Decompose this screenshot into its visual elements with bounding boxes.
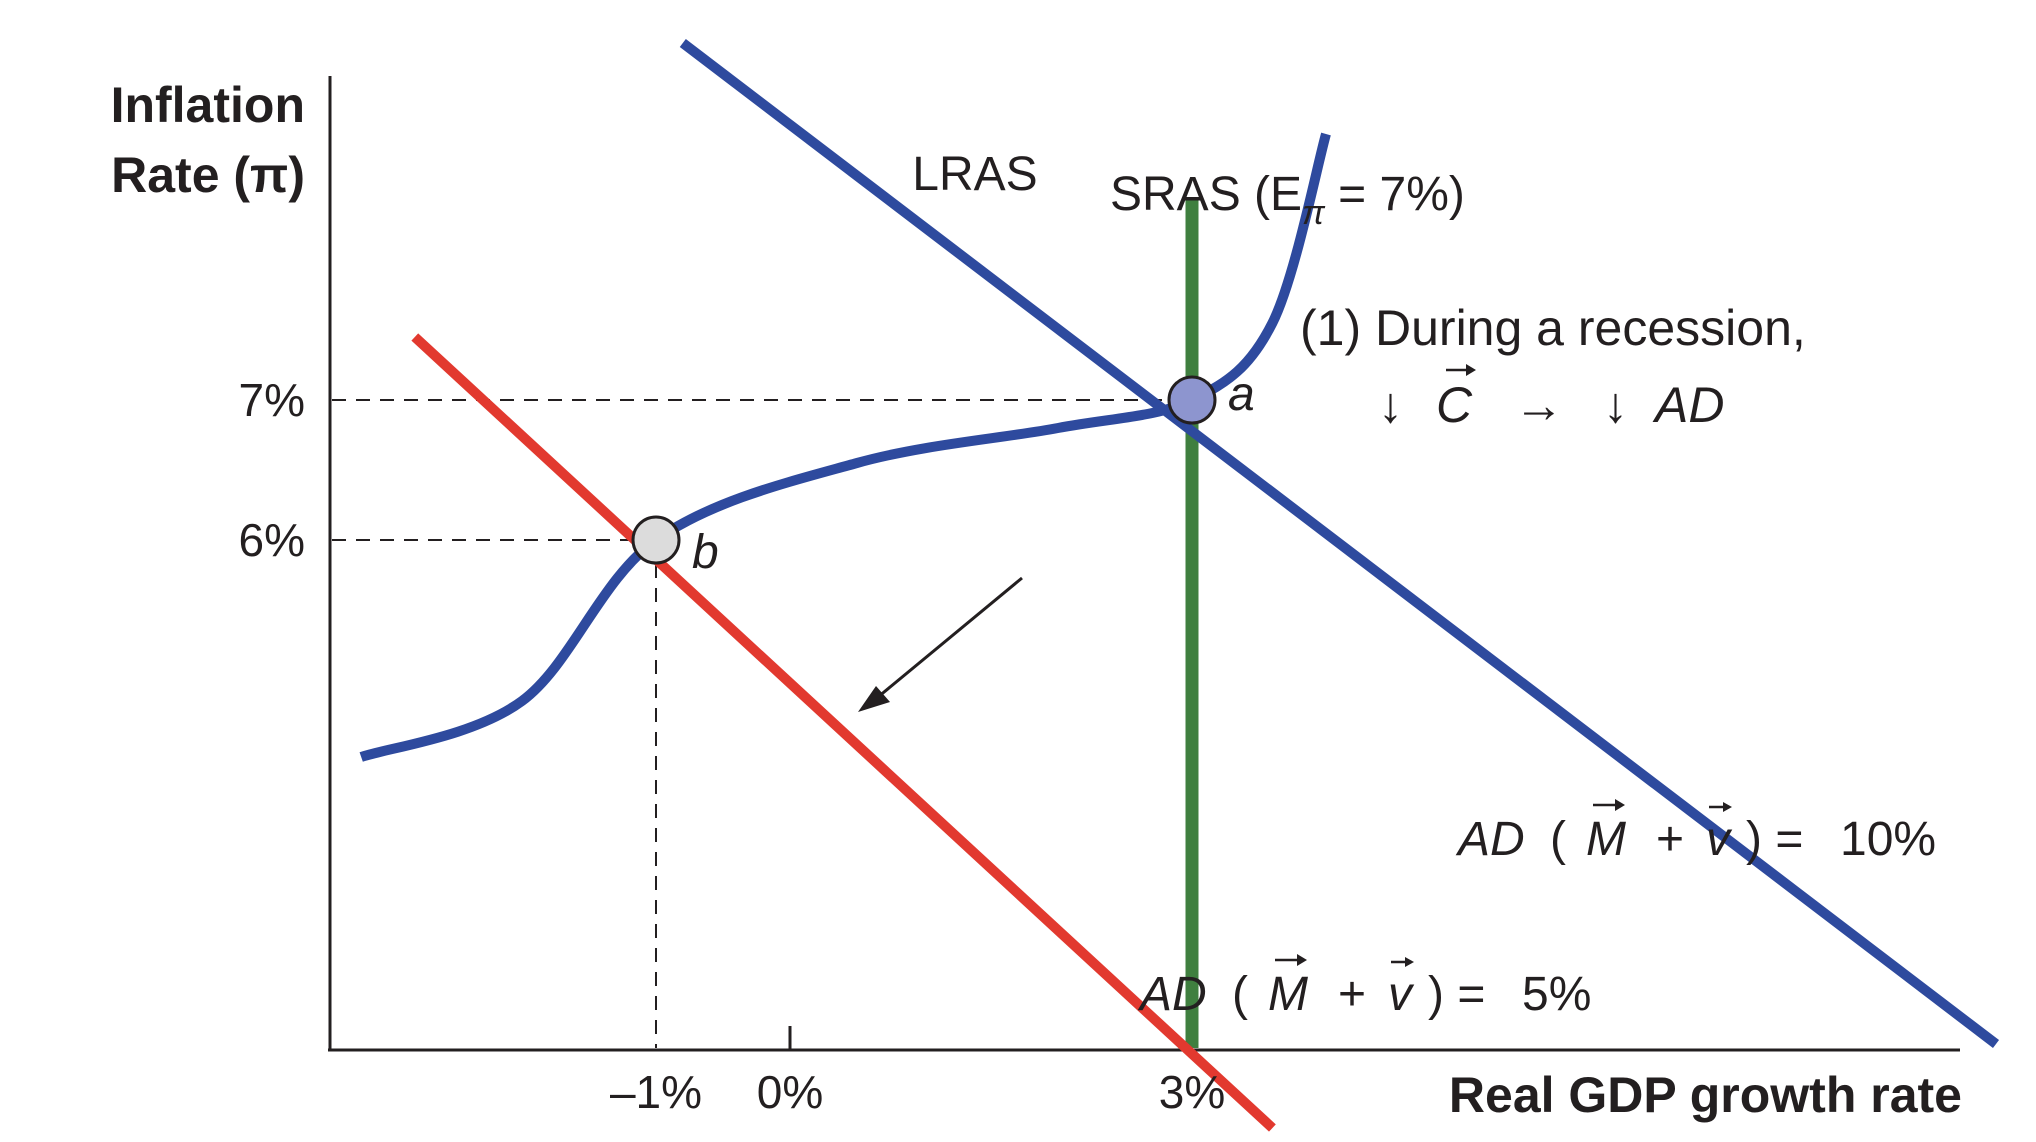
ad-10-line [679, 39, 2000, 1048]
ad-5-line [411, 333, 1276, 1132]
point-label-b: b [692, 526, 719, 579]
x-tick-label: 3% [1159, 1066, 1225, 1118]
sras-label-prefix: SRAS (E [1110, 168, 1302, 221]
sras-label-suffix: = 7%) [1325, 168, 1465, 221]
equilibrium-points: ab [631, 368, 1255, 579]
annotation-ad: AD [1652, 377, 1724, 433]
annotation-right-arrow: → [1514, 377, 1564, 433]
ad-5-label-close-equals: ) = [1428, 968, 1485, 1021]
ad-5-label-m-vector-head [1297, 954, 1307, 966]
annotation-c-vector-head [1466, 364, 1476, 376]
tick-labels: –1% 0% 3% 7% 6% [239, 374, 1226, 1118]
ad-5-label-open-paren: ( [1232, 968, 1248, 1021]
y-tick-label: 7% [239, 374, 305, 426]
point-b [631, 515, 681, 565]
annotation-line1: (1) During a recession, [1300, 300, 1806, 356]
shift-arrow [871, 576, 1023, 704]
ad-5-label-value: 5% [1522, 968, 1591, 1021]
ad-10-label-m-vector-head [1615, 799, 1625, 811]
ad-10-label-m: M [1586, 813, 1626, 866]
sras-label: SRAS (Eπ = 7%) [1110, 168, 1465, 232]
annotation-down-arrow-1: ↓ [1378, 377, 1403, 433]
ad-10-label: AD ( M + v ) = 10% [1455, 799, 1936, 866]
ad-10-label-close-equals: ) = [1746, 813, 1803, 866]
x-tick-label: –1% [610, 1066, 702, 1118]
y-tick-label: 6% [239, 514, 305, 566]
y-axis-title-line1: Inflation [111, 77, 305, 133]
ad-5-label: AD ( M + v ) = 5% [1137, 954, 1591, 1021]
annotation-down-arrow-2: ↓ [1603, 377, 1628, 433]
ad-5-label-ad: AD [1137, 968, 1207, 1021]
annotation-c: C [1436, 377, 1473, 433]
ad-5-label-plus: + [1338, 968, 1366, 1021]
x-axis-title: Real GDP growth rate [1449, 1067, 1962, 1123]
y-axis-title-line2: Rate (π) [111, 147, 305, 203]
ad-10-label-ad: AD [1455, 813, 1525, 866]
ad-10-label-v: v [1706, 813, 1733, 866]
ad-10-label-v-vector-head [1723, 802, 1732, 812]
ad-10-label-open-paren: ( [1550, 813, 1566, 866]
annotation-line2: ↓ C → ↓ AD [1378, 364, 1724, 433]
ad-10-label-value: 10% [1840, 813, 1936, 866]
ad-5-label-m: M [1268, 968, 1308, 1021]
dashed-guides [332, 399, 1192, 1048]
sras-curve [359, 132, 1331, 762]
x-tick-label: 0% [757, 1066, 823, 1118]
lras-label: LRAS [912, 148, 1037, 201]
ad-5-label-v-vector-head [1405, 957, 1414, 967]
ad-10-label-plus: + [1656, 813, 1684, 866]
point-label-a: a [1228, 368, 1255, 421]
point-a [1167, 375, 1217, 425]
sras-label-sub: π [1302, 194, 1326, 232]
ad-5-label-v: v [1388, 968, 1415, 1021]
shift-arrow-head [858, 686, 890, 712]
